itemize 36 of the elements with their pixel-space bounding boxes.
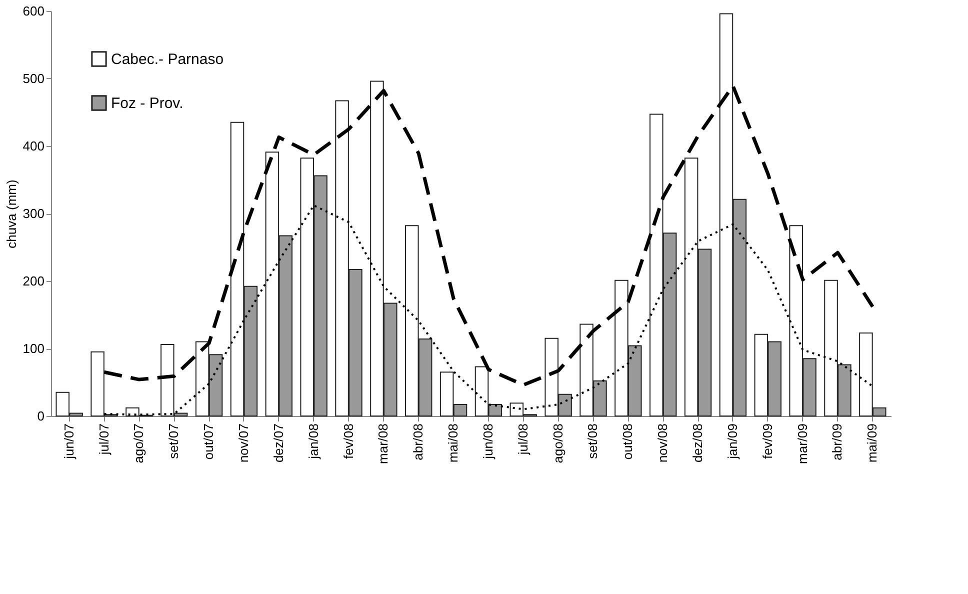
x-tick-label: jun/07: [61, 424, 76, 460]
x-tick-label: mai/08: [446, 424, 461, 463]
x-tick-label: set/07: [166, 424, 182, 459]
x-tick-label: nov/08: [655, 424, 670, 463]
y-tick-label: 400: [22, 138, 44, 154]
x-tick-label: jul/07: [96, 424, 112, 456]
x-tick-label: dez/08: [690, 424, 706, 463]
x-tick-label: jan/09: [724, 424, 740, 460]
legend-label: Foz - Prov.: [111, 95, 184, 112]
x-tick-label: jul/08: [515, 424, 530, 456]
x-tick-label: set/08: [585, 424, 600, 459]
x-tick-label: fev/08: [340, 424, 356, 459]
x-tick-label: mar/09: [794, 424, 810, 464]
y-axis-title: chuva (mm): [4, 180, 19, 248]
line-series: [103, 204, 874, 416]
y-tick-label: 300: [22, 206, 44, 221]
x-tick-label: dez/07: [270, 424, 286, 463]
x-tick-label: nov/07: [236, 424, 251, 463]
x-tick-label: abr/08: [410, 424, 426, 460]
x-tick-label: out/08: [620, 424, 636, 460]
x-tick-label: jun/08: [480, 424, 496, 460]
y-tick-label: 200: [22, 274, 44, 288]
x-tick-label: ago/08: [550, 424, 566, 464]
x-tick-label: out/07: [201, 424, 216, 460]
y-tick-label: 600: [22, 4, 44, 18]
x-tick-label: jan/08: [306, 424, 321, 460]
x-tick-label: abr/09: [830, 424, 845, 460]
y-tick-label: 0: [37, 408, 44, 424]
x-tick-label: mai/09: [864, 424, 880, 463]
x-tick-label: ago/07: [131, 424, 146, 464]
y-tick-label: 500: [22, 71, 44, 86]
x-tick-label: mar/08: [376, 424, 391, 464]
line-series: [102, 84, 874, 387]
legend-label: Cabec.- Parnaso: [111, 51, 224, 68]
x-tick-label: fev/09: [760, 424, 775, 459]
y-tick-label: 100: [22, 341, 44, 356]
